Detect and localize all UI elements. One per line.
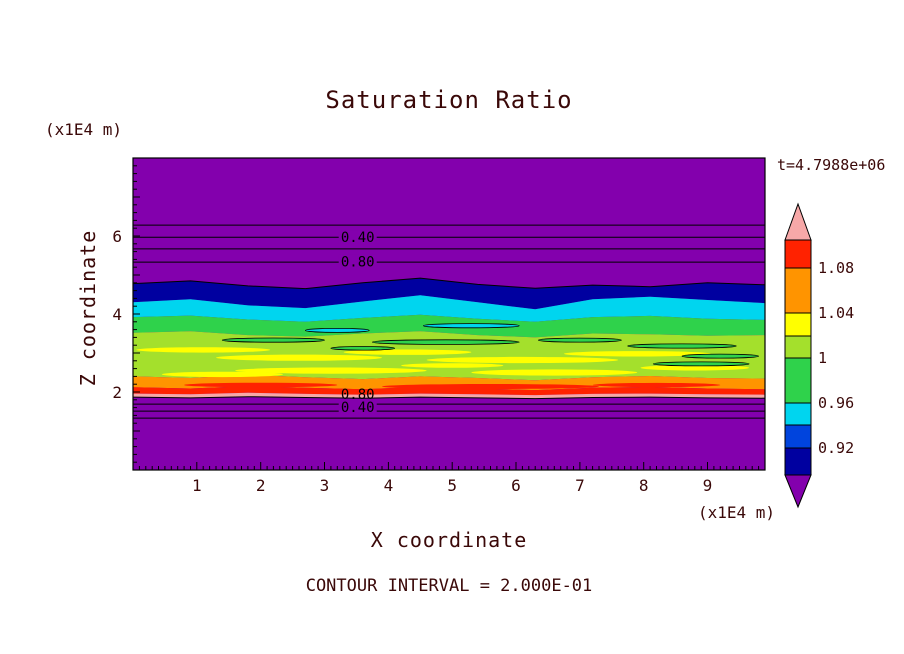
colorbar-label: 1.08 xyxy=(818,259,854,277)
colorbar-segment-cyan xyxy=(784,402,812,426)
contour-lens-yellow xyxy=(563,351,711,357)
colorbar-segment-yellow xyxy=(784,312,812,337)
contour-lens-yellow xyxy=(136,347,271,353)
contour-lens-green xyxy=(652,361,750,367)
x-axis-title: X coordinate xyxy=(370,528,528,552)
contour-lens-green xyxy=(627,343,737,349)
colorbar: 1.08 1.04 1 0.96 0.92 xyxy=(784,202,854,509)
contour-lens-yellow xyxy=(235,367,427,374)
contour-lens-yellow xyxy=(343,349,472,355)
colorbar-segment-orange xyxy=(784,267,812,314)
contour-lens-yellow xyxy=(401,363,504,368)
colorbar-label: 0.96 xyxy=(818,394,854,412)
contour-lens-yellow xyxy=(640,365,750,371)
colorbar-label: 1 xyxy=(818,349,827,367)
contour-label-mask xyxy=(338,399,377,414)
contour-label: 0.80 xyxy=(341,387,375,403)
contour-lens-green xyxy=(681,353,759,359)
contour-interval-label: CONTOUR INTERVAL = 2.000E-01 xyxy=(305,576,593,596)
contour-lens-yellow xyxy=(161,371,283,378)
contour-lens-green xyxy=(330,346,396,351)
contour-boundary-line xyxy=(133,277,765,290)
fill-band-red xyxy=(133,386,765,396)
contour-label: 0.40 xyxy=(341,400,375,416)
contour-lens-yellow xyxy=(426,356,619,364)
colorbar-top-arrow xyxy=(784,202,812,241)
x-tick-label: 1 xyxy=(192,476,202,495)
contour-lens-green xyxy=(221,337,325,343)
plot-area: 0.400.800.800.40 xyxy=(133,158,765,470)
x-tick-label: 7 xyxy=(575,476,585,495)
y-tick-label: 2 xyxy=(112,383,122,402)
fill-band-purple xyxy=(133,396,765,470)
contour-lens-yellow xyxy=(216,354,382,361)
y-axis-units-label: (x1E4 m) xyxy=(45,120,123,139)
colorbar-segment-yellow_green xyxy=(784,335,812,359)
contour-lens-red xyxy=(184,382,338,388)
colorbar-bottom-arrow xyxy=(784,474,812,509)
axis-ticks xyxy=(133,165,760,470)
colorbar-segment-navy xyxy=(784,447,812,476)
x-tick-label: 8 xyxy=(639,476,649,495)
contour-lens-green xyxy=(371,339,520,345)
x-tick-label: 4 xyxy=(384,476,394,495)
x-tick-label: 6 xyxy=(511,476,521,495)
contour-lens-cyan xyxy=(422,323,520,329)
contour-label: 0.40 xyxy=(341,230,375,246)
contour-lens-red xyxy=(592,382,721,388)
contour-lens-cyan xyxy=(304,327,370,333)
colorbar-segment-red xyxy=(784,239,812,269)
plot-border xyxy=(132,157,766,471)
colorbar-label: 1.04 xyxy=(818,304,854,322)
contour-label: 0.80 xyxy=(341,254,375,270)
tick-labels: 1 2 3 4 5 6 7 8 9 2 4 6 xyxy=(112,227,712,495)
colorbar-label: 0.92 xyxy=(818,439,854,457)
x-tick-label: 3 xyxy=(320,476,330,495)
contour-label-mask xyxy=(338,230,377,245)
contour-lens-red xyxy=(382,384,599,389)
colorbar-segment-blue xyxy=(784,424,812,449)
contour-lens-yellow xyxy=(471,369,638,376)
x-axis-units-label: (x1E4 m) xyxy=(697,503,775,522)
timestamp-label: t=4.7988e+06 xyxy=(777,156,886,174)
x-tick-label: 5 xyxy=(447,476,457,495)
y-tick-label: 6 xyxy=(112,227,122,246)
chart-title: Saturation Ratio xyxy=(325,86,573,114)
y-tick-label: 4 xyxy=(112,305,122,324)
contour-lens-green xyxy=(538,337,622,343)
contour-boundary-line xyxy=(133,396,765,400)
contour-label-mask xyxy=(338,254,377,269)
x-tick-label: 9 xyxy=(703,476,713,495)
colorbar-segment-green xyxy=(784,357,812,404)
x-tick-label: 2 xyxy=(256,476,266,495)
fill-band-cyan xyxy=(133,295,765,322)
